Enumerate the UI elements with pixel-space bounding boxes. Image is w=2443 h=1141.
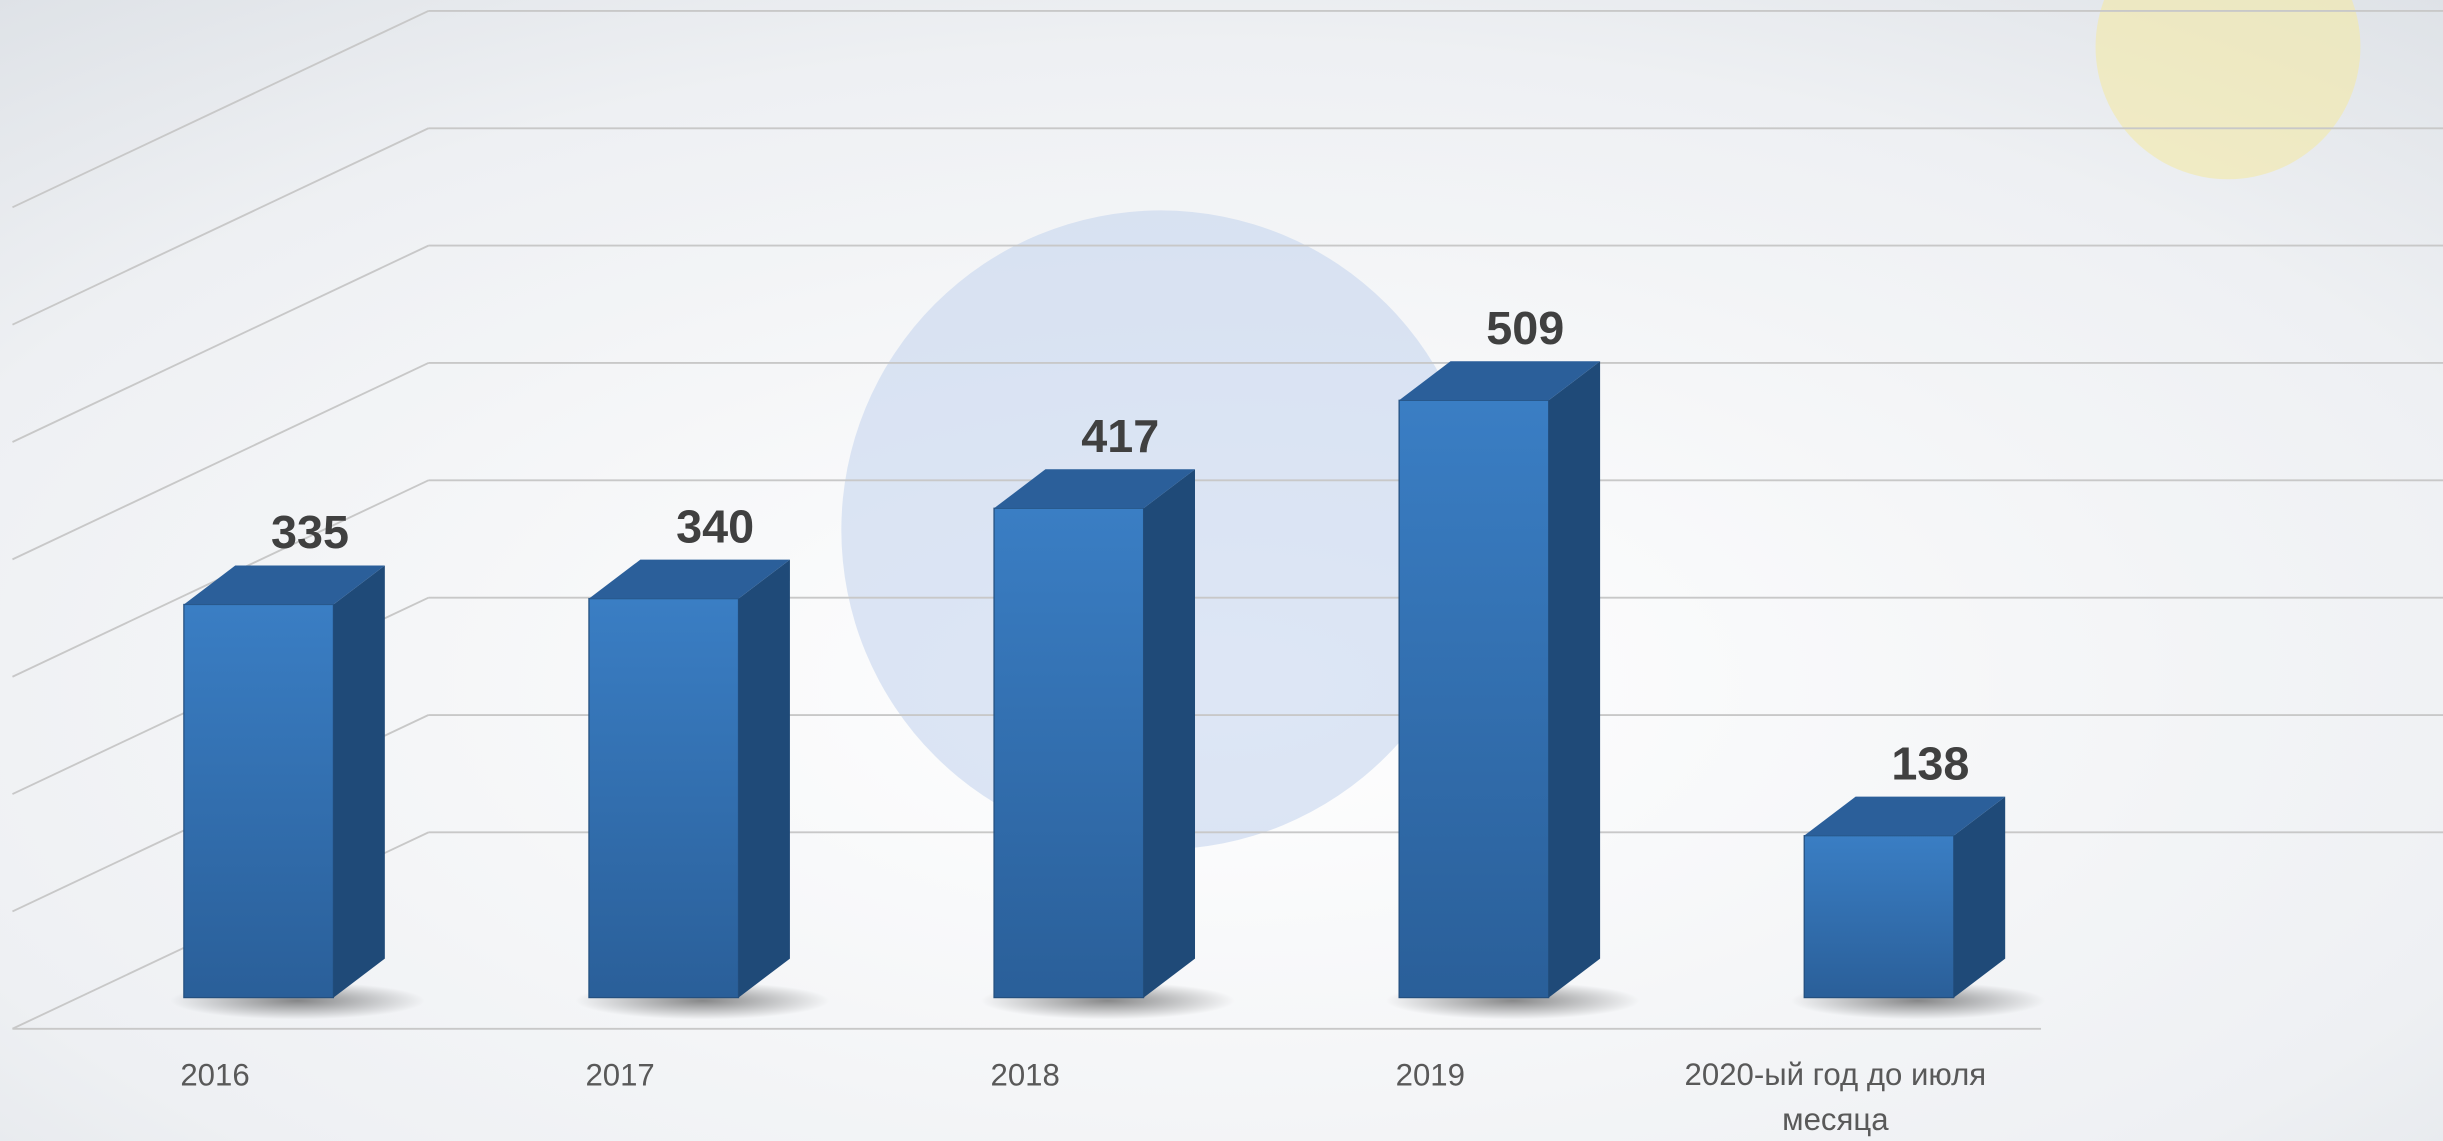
bar-side [1144, 469, 1195, 997]
x-tick-label: 2020-ый год до июля месяца [1633, 1054, 2038, 1141]
bar [589, 599, 739, 998]
bar-side [1549, 361, 1600, 997]
x-tick-label-box: 2020-ый год до июля месяца [1633, 1054, 2038, 1141]
x-tick-label: 2017 [585, 1057, 654, 1092]
value-label: 340 [676, 500, 754, 552]
bar [1399, 400, 1549, 997]
bar [184, 604, 334, 997]
bar [1804, 836, 1954, 998]
value-label: 417 [1081, 410, 1159, 462]
x-tick-label: 2019 [1396, 1057, 1465, 1092]
x-tick-label: 2018 [991, 1057, 1060, 1092]
bar-side [333, 566, 384, 998]
bar-side [739, 560, 790, 998]
value-label: 335 [271, 506, 349, 558]
value-label: 138 [1891, 737, 1969, 789]
value-label: 509 [1486, 302, 1564, 354]
bar [994, 508, 1144, 997]
x-tick-label: 2016 [180, 1057, 249, 1092]
chart: 2016 335 2017 340 2018 417 2019 509 2020-ый год … [0, 0, 2443, 1141]
page: 2016 335 2017 340 2018 417 2019 509 2020-ый год … [0, 0, 2443, 1141]
